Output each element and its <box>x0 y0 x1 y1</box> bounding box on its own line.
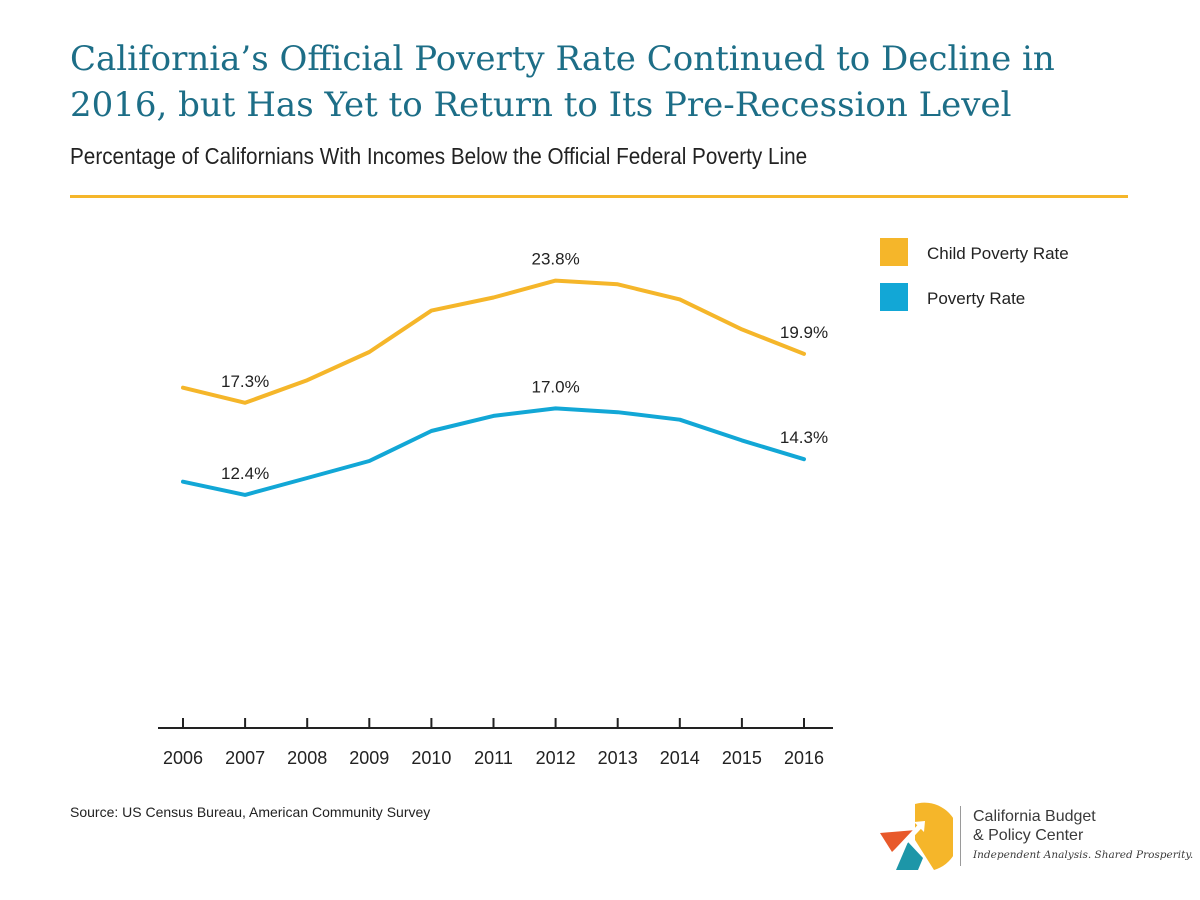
sunburst-arrow-icon <box>880 802 953 870</box>
x-tick-label-10: 2016 <box>784 748 824 768</box>
legend-label-0: Child Poverty Rate <box>927 244 1069 263</box>
org-name: California Budget & Policy Center <box>973 807 1096 845</box>
series-layer <box>181 278 806 497</box>
chart-subtitle: Percentage of Californians With Incomes … <box>70 143 808 169</box>
x-tick-label-8: 2014 <box>660 748 700 768</box>
data-label-4: 17.0% <box>531 377 579 396</box>
data-label-5: 14.3% <box>780 428 828 447</box>
org-name-line1: California Budget <box>973 808 1096 825</box>
x-tick-label-4: 2010 <box>411 748 451 768</box>
x-tick-label-7: 2013 <box>598 748 638 768</box>
x-tick-label-9: 2015 <box>722 748 762 768</box>
x-tick-label-2: 2008 <box>287 748 327 768</box>
source-note: Source: US Census Bureau, American Commu… <box>70 804 431 820</box>
legend-swatch-1 <box>880 283 908 311</box>
org-logo: California Budget & Policy Center Indepe… <box>878 800 1193 875</box>
series-line-1 <box>181 406 806 497</box>
org-tagline: Independent Analysis. Shared Prosperity. <box>973 849 1194 861</box>
x-tick-label-1: 2007 <box>225 748 265 768</box>
data-label-1: 23.8% <box>531 250 579 269</box>
data-label-2: 19.9% <box>780 323 828 342</box>
legend-swatch-0 <box>880 238 908 266</box>
data-labels: 17.3% 23.8% 19.9% 12.4% 17.0% 14.3% <box>221 250 828 483</box>
x-tick-label-0: 2006 <box>163 748 203 768</box>
logo-divider <box>960 806 961 866</box>
legend: Child Poverty Rate Poverty Rate <box>880 238 1069 311</box>
x-tick-label-5: 2011 <box>474 748 513 768</box>
data-label-0: 17.3% <box>221 372 269 391</box>
chart-title: California’s Official Poverty Rate Conti… <box>70 39 1055 125</box>
legend-label-1: Poverty Rate <box>927 289 1025 308</box>
x-axis: 2006 2007 2008 2009 2010 2011 2012 2013 2014 2015… <box>158 718 833 768</box>
org-name-line2: & Policy Center <box>973 827 1084 844</box>
x-tick-label-3: 2009 <box>349 748 389 768</box>
data-label-3: 12.4% <box>221 464 269 483</box>
x-tick-label-6: 2012 <box>536 748 576 768</box>
title-divider <box>70 195 1128 198</box>
series-line-0 <box>181 278 806 405</box>
